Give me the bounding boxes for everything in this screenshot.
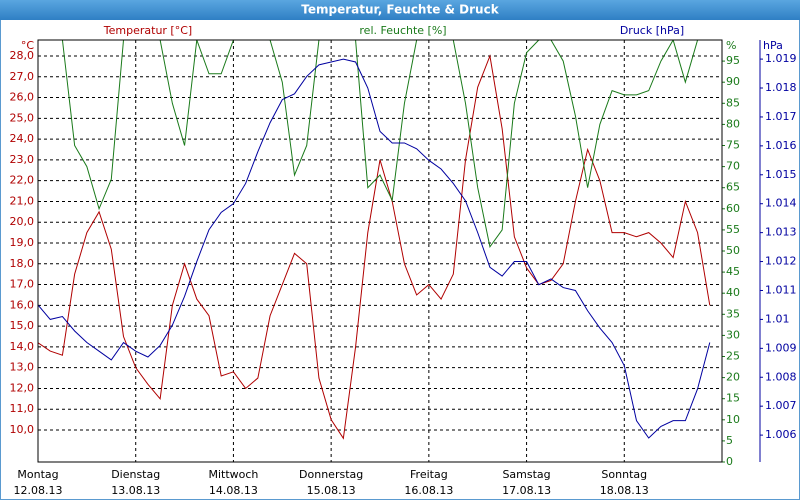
y2-tick-label: 10 [726, 413, 740, 426]
y3-tick-label: 1.016 [765, 139, 797, 152]
x-tick-label: Mittwoch [208, 468, 258, 481]
y-tick-label: 14,0 [10, 340, 35, 353]
y2-tick-label: 0 [726, 455, 733, 468]
series-line [38, 58, 711, 439]
y2-tick-label: 75 [726, 139, 740, 152]
y2-tick-label: 50 [726, 244, 740, 257]
y3-tick-label: 1.017 [765, 110, 797, 123]
y2-tick-label: 55 [726, 223, 740, 236]
y2-tick-label: 95 [726, 54, 740, 67]
y-tick-label: 19,0 [10, 236, 35, 249]
y2-tick-label: 60 [726, 202, 740, 215]
y-tick-label: 13,0 [10, 361, 35, 374]
x-tick-label: Montag [17, 468, 58, 481]
title-bar [0, 0, 800, 20]
y2-tick-label: 20 [726, 371, 740, 384]
y3-tick-label: 1.006 [765, 428, 797, 441]
y3-tick-label: 1.01 [765, 312, 790, 325]
y3-tick-label: 1.018 [765, 81, 797, 94]
y-tick-label: 18,0 [10, 257, 35, 270]
x-tick-label: Donnerstag [299, 468, 363, 481]
y2-tick-label: 35 [726, 307, 740, 320]
series-line [38, 54, 711, 440]
y3-tick-label: 1.009 [765, 341, 797, 354]
y-tick-label: 21,0 [10, 194, 35, 207]
y2-unit: % [726, 39, 736, 52]
y3-tick-label: 1.015 [765, 168, 797, 181]
y2-tick-label: 80 [726, 117, 740, 130]
y2-tick-label: 90 [726, 75, 740, 88]
y-tick-label: 15,0 [10, 319, 35, 332]
y-tick-label: 17,0 [10, 278, 35, 291]
y2-tick-label: 40 [726, 286, 740, 299]
y-tick-label: 25,0 [10, 111, 35, 124]
y2-tick-label: 25 [726, 350, 740, 363]
y3-tick-label: 1.014 [765, 197, 797, 210]
y2-tick-label: 5 [726, 434, 733, 447]
x-tick-date: 18.08.13 [600, 484, 649, 497]
legend-label: Temperatur [°C] [103, 24, 192, 37]
x-tick-label: Samstag [502, 468, 550, 481]
x-tick-label: Sonntag [601, 468, 647, 481]
y-tick-label: 10,0 [10, 423, 35, 436]
y3-tick-label: 1.011 [765, 283, 797, 296]
y3-tick-label: 1.019 [765, 52, 797, 65]
y-tick-label: 22,0 [10, 174, 35, 187]
y3-tick-label: 1.007 [765, 399, 797, 412]
x-tick-label: Freitag [410, 468, 448, 481]
grid [37, 40, 722, 462]
y2-tick-label: 65 [726, 181, 740, 194]
y-tick-label: 11,0 [10, 402, 35, 415]
plot-border [37, 39, 723, 463]
x-tick-date: 12.08.13 [14, 484, 63, 497]
y2-tick-label: 70 [726, 160, 740, 173]
series-line [38, 40, 710, 248]
axes: 10,0 11,0 12,0 13,0 14,0 15,0 16,0 17,0 18,0 19,0… [10, 49, 797, 497]
y3-tick-label: 1.013 [765, 226, 797, 239]
y2-tick-label: 30 [726, 328, 740, 341]
y-tick-label: 26,0 [10, 91, 35, 104]
y-tick-label: 23,0 [10, 153, 35, 166]
y3-unit: hPa [763, 39, 783, 52]
y-tick-label: 20,0 [10, 215, 35, 228]
y-tick-label: 12,0 [10, 381, 35, 394]
x-tick-date: 13.08.13 [111, 484, 160, 497]
legend-label: rel. Feuchte [%] [359, 24, 446, 37]
plot-lines [38, 40, 711, 440]
y-tick-label: 24,0 [10, 132, 35, 145]
x-tick-date: 15.08.13 [307, 484, 356, 497]
y-tick-label: 16,0 [10, 298, 35, 311]
x-tick-date: 17.08.13 [502, 484, 551, 497]
y3-tick-label: 1.012 [765, 255, 797, 268]
y2-tick-label: 15 [726, 392, 740, 405]
x-tick-date: 16.08.13 [404, 484, 453, 497]
x-tick-date: 14.08.13 [209, 484, 258, 497]
y-tick-label: 27,0 [10, 70, 35, 83]
legend-label: Druck [hPa] [620, 24, 684, 37]
x-tick-label: Dienstag [111, 468, 160, 481]
y3-tick-label: 1.008 [765, 370, 797, 383]
y2-tick-label: 45 [726, 265, 740, 278]
y-tick-label: 28,0 [10, 49, 35, 62]
chart-title: Temperatur, Feuchte & Druck [301, 3, 499, 17]
y-unit: °C [21, 39, 35, 52]
y2-tick-label: 85 [726, 96, 740, 109]
